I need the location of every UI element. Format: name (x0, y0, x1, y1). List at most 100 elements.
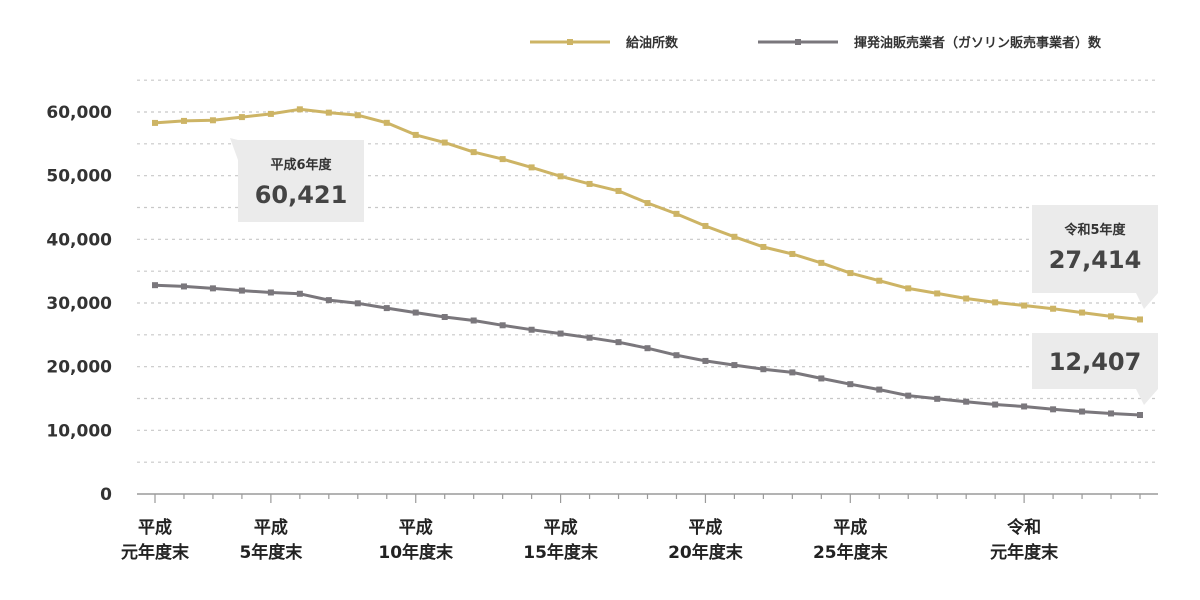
data-point (586, 180, 593, 187)
data-point (963, 295, 970, 302)
data-point (296, 290, 303, 297)
callout-value: 27,414 (1049, 246, 1142, 274)
data-point (615, 187, 622, 194)
data-point (789, 369, 796, 376)
data-point (267, 110, 274, 117)
x-tick-label-line1: 平成 (399, 517, 433, 538)
x-tick-label-line2: 10年度末 (378, 542, 454, 563)
data-point (354, 112, 361, 119)
data-point (499, 322, 506, 329)
data-point (152, 282, 158, 289)
x-tick-label-line2: 15年度末 (523, 542, 599, 563)
y-axis-tick-labels: 0 10,000 20,000 30,000 40,000 50,000 60,000 (46, 103, 112, 505)
callout-box (1032, 333, 1158, 389)
data-point (847, 381, 854, 388)
data-point (934, 290, 941, 297)
data-point (847, 270, 854, 277)
y-tick-label: 60,000 (46, 103, 112, 123)
data-point (992, 401, 999, 408)
data-point (673, 210, 680, 217)
data-point (905, 285, 912, 292)
callout: 12,407 (1032, 333, 1158, 405)
x-tick-label-line2: 元年度末 (990, 542, 1059, 563)
data-point (412, 309, 419, 316)
legend-marker (795, 39, 801, 45)
data-point (1021, 302, 1028, 309)
callout-pointer (1136, 293, 1158, 309)
y-tick-label: 30,000 (46, 294, 112, 314)
data-point (499, 156, 506, 163)
x-tick-label-line1: 平成 (254, 517, 288, 538)
x-tick-label: 平成 10年度末 (378, 517, 454, 563)
legend-label: 揮発油販売業者（ガソリン販売事業者）数 (854, 35, 1102, 51)
x-tick-label-line1: 平成 (688, 517, 722, 538)
data-point (818, 259, 825, 266)
data-point (673, 352, 680, 359)
y-tick-label: 20,000 (46, 358, 112, 378)
data-point (528, 164, 535, 171)
data-point (528, 326, 535, 333)
x-axis-tick-labels: 平成元年度末平成5年度末平成10年度末平成15年度末平成20年度末平成25年度末… (121, 517, 1059, 563)
data-point (557, 330, 564, 337)
data-point (760, 366, 767, 373)
callout-box (1032, 205, 1158, 293)
data-point (441, 314, 448, 321)
x-tick-label: 平成 20年度末 (668, 517, 744, 563)
axes (137, 493, 1158, 503)
callout: 令和5年度 27,414 (1032, 205, 1158, 309)
data-point (818, 375, 825, 382)
data-point (470, 149, 477, 156)
callout-pointer (230, 138, 238, 160)
data-point (1050, 406, 1057, 413)
data-point (876, 386, 883, 393)
data-point (296, 106, 303, 113)
data-point (557, 173, 564, 180)
data-point (760, 243, 767, 250)
data-point (412, 131, 419, 138)
x-tick-label: 平成 25年度末 (813, 517, 889, 563)
data-point (267, 289, 274, 296)
x-tick-label: 平成 5年度末 (239, 517, 303, 563)
series-group (152, 106, 1143, 419)
data-point (876, 277, 883, 284)
data-point (1021, 403, 1028, 410)
x-tick-label: 平成 15年度末 (523, 517, 599, 563)
data-point (238, 114, 245, 121)
data-point (209, 285, 216, 292)
y-tick-label: 10,000 (46, 421, 112, 441)
legend-item: 給油所数 (530, 35, 679, 51)
data-point (180, 283, 187, 290)
data-point (731, 362, 738, 369)
x-tick-label-line2: 25年度末 (813, 542, 889, 563)
legend: 給油所数 揮発油販売業者（ガソリン販売事業者）数 (530, 35, 1102, 51)
x-tick-label-line2: 元年度末 (121, 542, 190, 563)
y-tick-label: 50,000 (46, 167, 112, 187)
data-point (238, 287, 245, 294)
data-point (1108, 410, 1115, 417)
callout-pointer (1136, 389, 1158, 405)
y-tick-label: 0 (100, 485, 112, 505)
data-point (702, 357, 709, 364)
data-point (963, 398, 970, 405)
callout: 平成6年度 60,421 (230, 138, 364, 222)
x-tick-label-line1: 平成 (544, 517, 578, 538)
data-point (1079, 309, 1086, 316)
callouts: 平成6年度 60,421 令和5年度 27,414 12,407 (230, 138, 1158, 405)
legend-item: 揮発油販売業者（ガソリン販売事業者）数 (758, 35, 1102, 51)
x-tick-label-line2: 5年度末 (239, 542, 303, 563)
data-point (383, 305, 390, 312)
y-tick-label: 40,000 (46, 230, 112, 250)
data-point (1108, 313, 1115, 320)
data-point (1079, 408, 1086, 415)
data-point (644, 200, 651, 207)
data-point (209, 117, 216, 124)
callout-box (238, 140, 364, 222)
x-tick-label-line1: 平成 (833, 517, 867, 538)
data-point (325, 109, 332, 116)
callout-value: 60,421 (255, 181, 348, 209)
data-point (383, 119, 390, 126)
data-point (731, 233, 738, 240)
legend-label: 給油所数 (626, 35, 679, 51)
